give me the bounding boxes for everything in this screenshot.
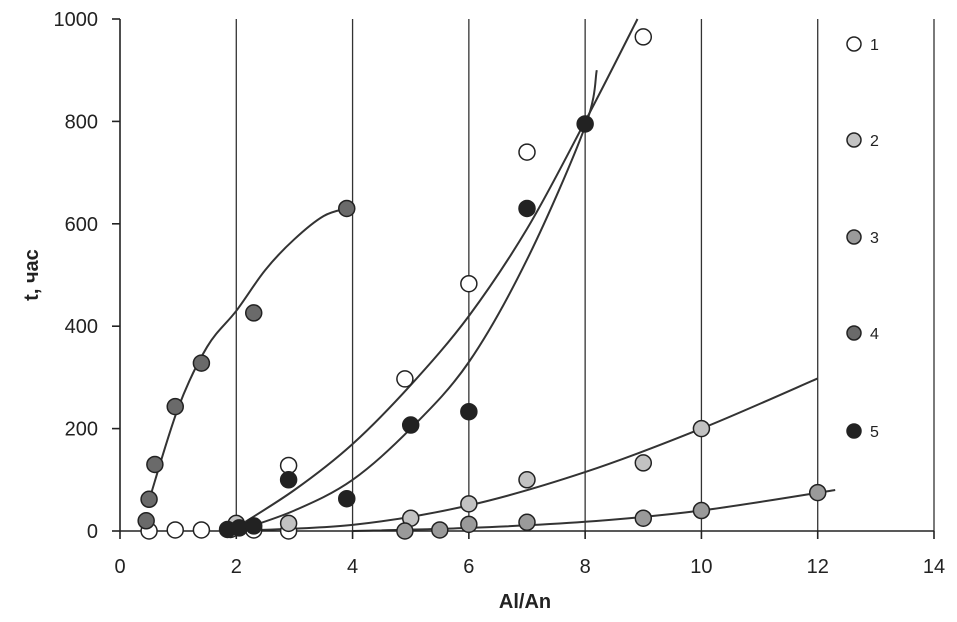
- legend-marker-2: [846, 132, 862, 148]
- point-series-1-10: [634, 28, 653, 46]
- x-tick-label-4: 4: [347, 556, 358, 578]
- fit-curve-series-2: [230, 377, 819, 532]
- point-series-3-6: [808, 483, 827, 502]
- y-tick-label-400: 400: [65, 316, 98, 338]
- point-series-5-7: [518, 199, 536, 218]
- x-tick-label-10: 10: [690, 556, 712, 578]
- legend-label-5: 5: [870, 424, 879, 441]
- point-series-1-8: [460, 274, 478, 293]
- point-series-5-4: [338, 489, 356, 508]
- point-series-4-4: [192, 354, 211, 372]
- point-series-4-1: [140, 490, 158, 509]
- point-series-4-2: [146, 455, 164, 474]
- data-points: [137, 28, 827, 540]
- x-tick-label-8: 8: [580, 556, 591, 578]
- legend: 1 2 3 4 5: [846, 36, 879, 441]
- y-tick-labels: 0 200 400 600 800 1000: [54, 9, 99, 543]
- x-axis-title: Al/An: [499, 591, 551, 613]
- point-series-5-2: [244, 517, 263, 535]
- legend-label-2: 2: [870, 133, 879, 150]
- point-series-5-5: [401, 416, 420, 434]
- point-series-4-0: [137, 512, 155, 530]
- x-tick-label-14: 14: [923, 556, 945, 578]
- point-series-4-5: [244, 304, 263, 322]
- y-tick-label-200: 200: [65, 419, 98, 441]
- point-series-3-0: [396, 522, 414, 540]
- point-series-4-6: [338, 199, 356, 218]
- y-tick-label-600: 600: [65, 214, 98, 236]
- legend-label-1: 1: [870, 37, 879, 54]
- point-series-1-1: [166, 521, 184, 539]
- point-series-1-7: [396, 370, 414, 388]
- point-series-3-3: [518, 513, 536, 532]
- point-series-3-5: [692, 501, 711, 520]
- point-series-1-2: [192, 521, 211, 539]
- point-series-3-2: [460, 515, 478, 534]
- point-series-5-6: [460, 402, 478, 421]
- point-series-5-8: [576, 115, 594, 133]
- x-tick-label-6: 6: [463, 556, 474, 578]
- legend-label-4: 4: [870, 326, 879, 343]
- point-series-2-6: [692, 419, 711, 438]
- y-tick-label-800: 800: [65, 111, 98, 133]
- y-tick-label-0: 0: [87, 521, 98, 543]
- legend-marker-5: [846, 423, 862, 439]
- y-axis-title: t, час: [21, 249, 43, 301]
- legend-marker-3: [846, 229, 862, 245]
- x-tick-label-2: 2: [231, 556, 242, 578]
- x-tick-labels: 0 2 4 6 8 10 12 14: [114, 556, 945, 578]
- point-series-5-3: [279, 471, 298, 489]
- point-series-4-3: [166, 397, 184, 416]
- point-series-2-4: [518, 471, 536, 489]
- point-series-2-5: [634, 454, 653, 472]
- y-tick-label-1000: 1000: [54, 9, 99, 31]
- x-tick-label-12: 12: [807, 556, 829, 578]
- point-series-3-1: [431, 521, 449, 539]
- legend-label-3: 3: [870, 230, 879, 247]
- point-series-1-9: [518, 143, 536, 161]
- point-series-5-1: [230, 519, 248, 537]
- point-series-2-3: [460, 495, 478, 513]
- point-series-2-1: [279, 514, 298, 533]
- legend-marker-1: [846, 36, 862, 52]
- x-tick-label-0: 0: [114, 556, 125, 578]
- point-series-3-4: [634, 509, 653, 527]
- fit-curve-series-5: [235, 69, 598, 532]
- legend-marker-4: [846, 325, 862, 341]
